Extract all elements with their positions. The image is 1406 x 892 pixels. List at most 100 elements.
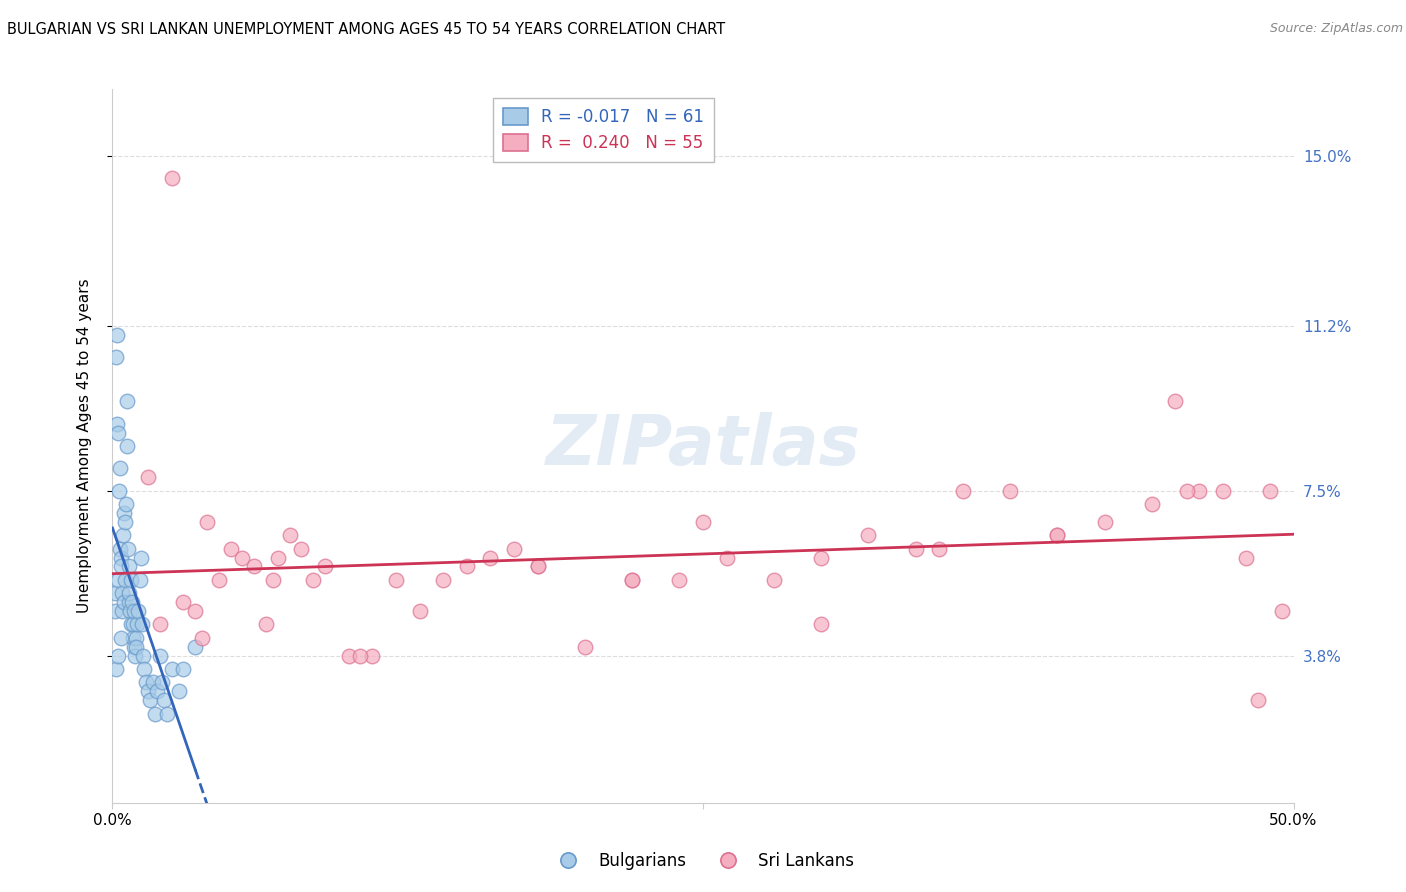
Point [952,483,974,498]
Point [172,662,194,676]
Point [267,550,290,565]
Point [105,662,128,676]
Point [139,693,162,707]
Point [122,640,145,654]
Point [122,617,145,632]
Point [115,497,138,511]
Point [149,648,172,663]
Point [290,541,312,556]
Point [110,559,132,574]
Point [1046,528,1069,542]
Point [1234,550,1257,565]
Point [110,631,132,645]
Point [107,425,129,440]
Point [574,640,596,654]
Point [716,550,738,565]
Point [105,417,128,431]
Point [160,171,183,186]
Point [1188,483,1211,498]
Point [146,684,169,698]
Point [1212,483,1234,498]
Point [121,595,143,609]
Point [114,515,136,529]
Point [1094,515,1116,529]
Point [302,573,325,587]
Point [172,595,194,609]
Point [143,706,166,721]
Point [134,662,156,676]
Point [122,604,145,618]
Point [254,617,277,632]
Point [110,550,132,565]
Point [108,461,131,475]
Point [112,506,135,520]
Point [115,394,138,409]
Point [408,604,430,618]
Point [904,541,927,556]
Point [135,675,157,690]
Point [692,515,714,529]
Point [142,675,165,690]
Point [1258,483,1281,498]
Point [127,617,149,632]
Point [337,648,360,663]
Point [107,573,129,587]
Point [136,684,159,698]
Point [160,662,183,676]
Point [115,439,138,453]
Point [1164,394,1187,409]
Point [120,604,142,618]
Point [219,541,242,556]
Point [762,573,785,587]
Point [105,327,128,342]
Point [105,350,128,364]
Point [104,586,127,600]
Text: BULGARIAN VS SRI LANKAN UNEMPLOYMENT AMONG AGES 45 TO 54 YEARS CORRELATION CHART: BULGARIAN VS SRI LANKAN UNEMPLOYMENT AMO… [7,22,725,37]
Point [124,648,146,663]
Point [243,559,266,574]
Text: ZIPatlas: ZIPatlas [546,412,860,480]
Point [184,604,207,618]
Point [120,573,142,587]
Point [121,631,143,645]
Text: Source: ZipAtlas.com: Source: ZipAtlas.com [1270,22,1403,36]
Point [526,559,548,574]
Point [132,648,155,663]
Point [131,617,153,632]
Point [621,573,644,587]
Point [810,617,832,632]
Point [112,528,135,542]
Point [149,617,172,632]
Point [114,573,136,587]
Point [479,550,502,565]
Point [361,648,384,663]
Point [621,573,644,587]
Point [118,586,141,600]
Point [125,640,148,654]
Point [278,528,301,542]
Point [136,470,159,484]
Point [1175,483,1198,498]
Point [858,528,880,542]
Point [128,573,150,587]
Point [120,617,142,632]
Y-axis label: Unemployment Among Ages 45 to 54 years: Unemployment Among Ages 45 to 54 years [77,278,91,614]
Point [108,483,131,498]
Point [111,586,134,600]
Point [107,648,129,663]
Point [432,573,454,587]
Point [1247,693,1270,707]
Point [503,541,526,556]
Point [129,550,152,565]
Point [385,573,408,587]
Point [1271,604,1294,618]
Point [184,640,207,654]
Point [262,573,284,587]
Point [112,595,135,609]
Point [810,550,832,565]
Point [349,648,371,663]
Point [526,559,548,574]
Point [117,559,139,574]
Point [1140,497,1163,511]
Point [153,693,176,707]
